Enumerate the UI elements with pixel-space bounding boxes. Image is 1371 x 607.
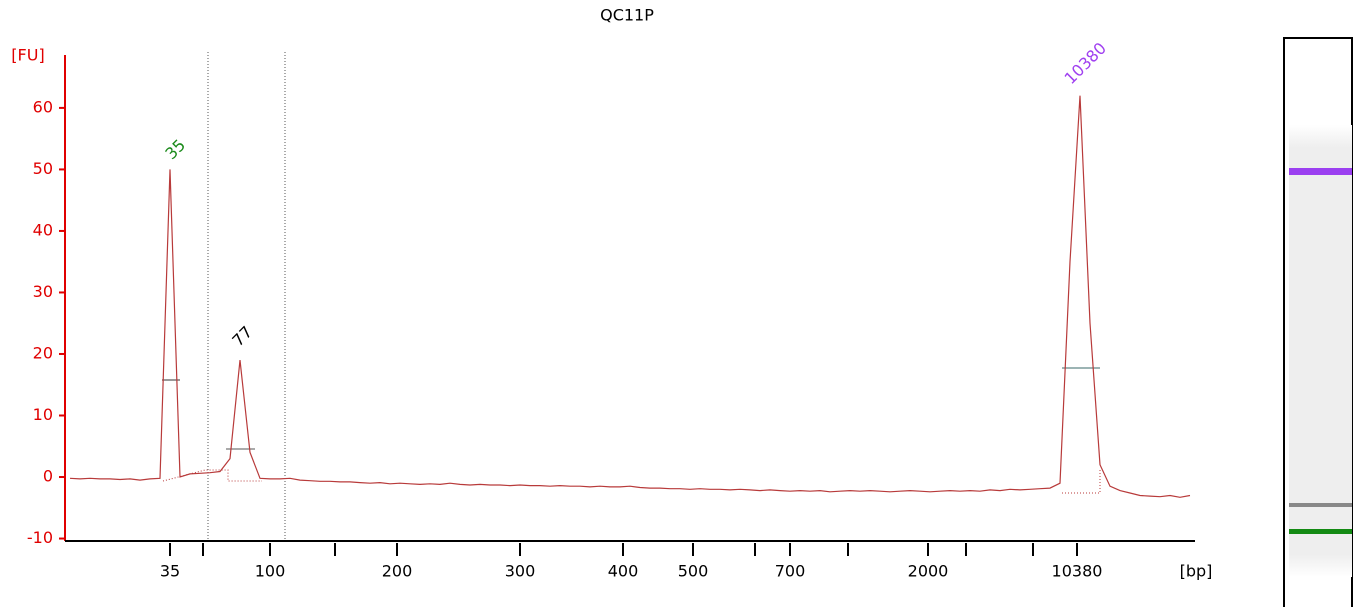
gel-background <box>1289 125 1352 577</box>
gel-band <box>1289 503 1352 507</box>
x-tick-label: 200 <box>382 562 413 581</box>
trace <box>69 95 1191 498</box>
gel-band <box>1289 168 1352 175</box>
x-tick-label: 400 <box>608 562 639 581</box>
x-tick-label: 35 <box>160 562 180 581</box>
peak-label: 10380 <box>1061 39 1110 88</box>
y-tick-label: 0 <box>43 467 53 486</box>
x-axis-label: [bp] <box>1180 562 1213 581</box>
chart-title: QC11P <box>600 6 654 25</box>
gel-lane <box>1283 37 1353 607</box>
y-tick-label: 40 <box>33 220 53 239</box>
y-tick-label: 30 <box>33 282 53 301</box>
x-tick-label: 700 <box>775 562 806 581</box>
x-tick-label: 2000 <box>908 562 949 581</box>
x-tick-label: 10380 <box>1052 562 1103 581</box>
y-tick-label: 10 <box>33 405 53 424</box>
peak-label: 77 <box>228 322 256 350</box>
y-tick-label: -10 <box>27 528 53 547</box>
x-tick-label: 500 <box>678 562 709 581</box>
peak-label: 35 <box>161 135 189 163</box>
y-tick-label: 60 <box>33 97 53 116</box>
x-tick-label: 300 <box>505 562 536 581</box>
gel-band <box>1289 529 1352 534</box>
baseline <box>162 469 262 482</box>
y-tick-label: 20 <box>33 343 53 362</box>
x-tick-label: 100 <box>255 562 286 581</box>
baseline <box>1062 470 1101 494</box>
y-axis-label: [FU] <box>11 46 44 65</box>
y-tick-label: 50 <box>33 159 53 178</box>
